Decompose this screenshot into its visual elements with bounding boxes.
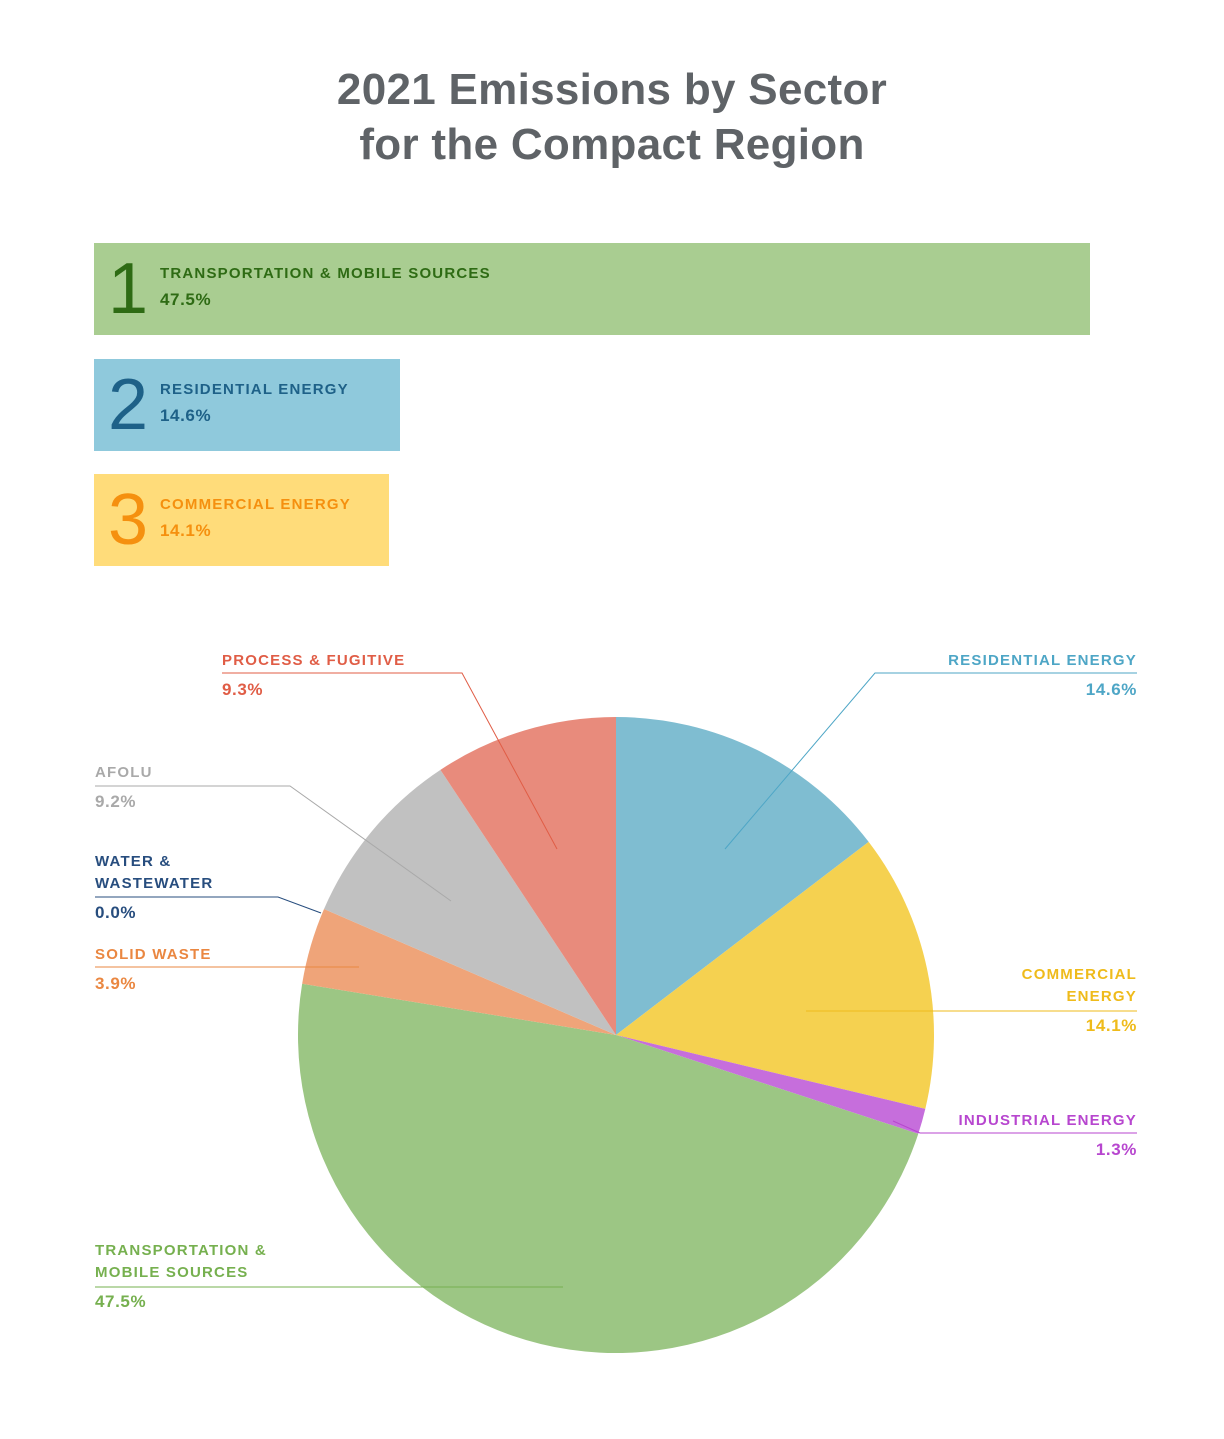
rank-bar-1: 1 TRANSPORTATION & MOBILE SOURCES 47.5%: [94, 243, 1090, 335]
rank-text: TRANSPORTATION & MOBILE SOURCES 47.5%: [160, 263, 491, 315]
slice-value-process-and-fugitive: 9.3%: [222, 680, 263, 699]
rank-sector-label: TRANSPORTATION & MOBILE SOURCES: [160, 265, 491, 282]
slice-label-line: RESIDENTIAL ENERGY: [948, 652, 1137, 669]
chart-title: 2021 Emissions by Sector for the Compact…: [0, 62, 1224, 172]
slice-label-afolu: AFOLU: [95, 764, 153, 781]
slice-label-residential-energy: RESIDENTIAL ENERGY: [948, 652, 1137, 669]
rank-text: RESIDENTIAL ENERGY 14.6%: [160, 379, 349, 431]
slice-label-commercial-energy: COMMERCIAL ENERGY: [1022, 966, 1137, 1005]
rank-number: 1: [108, 249, 149, 329]
pie-slices: [297, 717, 934, 1354]
slice-label-line: ENERGY: [1066, 988, 1137, 1005]
chart-title-line-1: 2021 Emissions by Sector: [336, 65, 888, 114]
slice-label-line: TRANSPORTATION &: [95, 1242, 267, 1259]
slice-value-industrial-energy: 1.3%: [1096, 1140, 1137, 1159]
slice-label-process-and-fugitive: PROCESS & FUGITIVE: [222, 652, 405, 669]
leader-line-afolu: [95, 785, 452, 902]
rank-bar-3: 3 COMMERCIAL ENERGY 14.1%: [94, 474, 389, 566]
rank-sector-value: 14.6%: [160, 406, 212, 425]
slice-value-commercial-energy: 14.1%: [1086, 1016, 1137, 1035]
slice-value-water-and-wastewater: 0.0%: [95, 903, 136, 922]
rank-bar-2: 2 RESIDENTIAL ENERGY 14.6%: [94, 359, 400, 451]
chart-title-line-2: for the Compact Region: [359, 120, 865, 169]
leader-lines: [95, 672, 1137, 1288]
slice-label-solid-waste: SOLID WASTE: [95, 946, 212, 963]
slice-label-transportation-and-mobile-sources: TRANSPORTATION & MOBILE SOURCES: [95, 1242, 267, 1281]
pie-slice-commercial-energy: [616, 841, 934, 1109]
slice-label-industrial-energy: INDUSTRIAL ENERGY: [959, 1112, 1137, 1129]
slice-label-water-and-wastewater: WATER & WASTEWATER: [95, 853, 213, 892]
slice-label-line: COMMERCIAL: [1022, 966, 1137, 983]
slice-value-transportation-and-mobile-sources: 47.5%: [95, 1292, 146, 1311]
rank-sector-label: RESIDENTIAL ENERGY: [160, 381, 349, 398]
leader-line-process-and-fugitive: [222, 672, 558, 850]
pie-slice-transportation-and-mobile-sources: [297, 983, 919, 1354]
slice-label-line: SOLID WASTE: [95, 946, 212, 963]
slice-label-line: INDUSTRIAL ENERGY: [959, 1112, 1137, 1129]
rank-sector-label: COMMERCIAL ENERGY: [160, 496, 351, 513]
rank-sector-value: 47.5%: [160, 290, 212, 309]
slice-value-afolu: 9.2%: [95, 792, 136, 811]
rank-number: 3: [108, 480, 149, 560]
pie-slice-solid-waste: [302, 909, 616, 1035]
leader-line-residential-energy: [724, 672, 1137, 850]
rank-number: 2: [108, 365, 149, 445]
slice-value-residential-energy: 14.6%: [1086, 680, 1137, 699]
leader-line-industrial-energy: [892, 1120, 1137, 1134]
slice-label-line: MOBILE SOURCES: [95, 1264, 248, 1281]
slice-label-line: WATER &: [95, 853, 171, 870]
slice-label-line: WASTEWATER: [95, 875, 213, 892]
rank-text: COMMERCIAL ENERGY 14.1%: [160, 494, 351, 546]
slice-label-line: AFOLU: [95, 764, 153, 781]
rank-sector-value: 14.1%: [160, 521, 212, 540]
pie-slice-process-and-fugitive: [440, 717, 616, 1035]
slice-label-line: PROCESS & FUGITIVE: [222, 652, 405, 669]
pie-slice-industrial-energy: [616, 1035, 926, 1134]
slice-value-solid-waste: 3.9%: [95, 974, 136, 993]
leader-line-water-and-wastewater: [95, 896, 322, 914]
pie-slice-residential-energy: [616, 717, 869, 1035]
pie-slice-afolu: [324, 769, 616, 1035]
slice-labels: RESIDENTIAL ENERGY 14.6% COMMERCIAL ENERGY 1…: [95, 652, 1137, 1311]
